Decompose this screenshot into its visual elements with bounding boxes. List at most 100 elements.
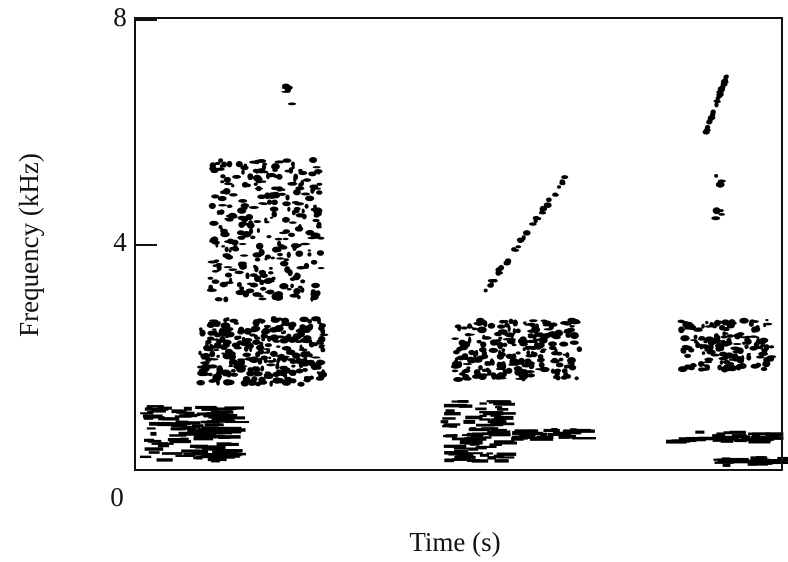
speckle: [156, 458, 173, 462]
speckle: [307, 249, 311, 252]
speckle: [758, 463, 768, 466]
speckle: [290, 242, 300, 249]
speckle: [712, 207, 721, 215]
speckle: [224, 272, 233, 278]
speckle: [217, 426, 228, 430]
speckle: [535, 338, 546, 342]
speckle: [316, 371, 321, 374]
speckle: [480, 373, 489, 377]
speckle: [317, 342, 325, 345]
speckle: [183, 452, 202, 455]
speckle: [256, 177, 263, 182]
speckle: [530, 324, 536, 328]
speckle: [225, 214, 231, 218]
speckle: [735, 364, 742, 371]
speckle: [552, 431, 577, 435]
speckle: [736, 358, 745, 364]
speckle: [227, 416, 245, 420]
speckle: [468, 428, 490, 432]
speckle: [211, 430, 233, 435]
speckle: [194, 445, 217, 449]
speckle: [311, 356, 321, 359]
speckle: [524, 358, 532, 363]
speckle: [312, 166, 321, 169]
speckle: [253, 220, 262, 223]
speckle: [255, 185, 262, 192]
speckle: [270, 186, 280, 191]
speckle: [536, 435, 554, 439]
speckle: [208, 202, 216, 210]
speckle: [538, 211, 547, 215]
speckle: [545, 197, 552, 203]
speckle: [215, 262, 223, 266]
speckle: [515, 377, 523, 380]
speckle: [292, 370, 297, 376]
speckle: [272, 339, 281, 343]
speckle: [258, 294, 264, 298]
speckle: [749, 345, 758, 351]
speckle: [761, 340, 766, 345]
speckle: [576, 346, 583, 353]
speckle: [539, 366, 550, 373]
speckle: [469, 443, 480, 446]
speckle: [716, 432, 726, 437]
speckle: [548, 325, 554, 330]
speckle: [737, 347, 744, 355]
speckle: [490, 372, 497, 378]
speckle: [227, 428, 246, 432]
speckle: [490, 413, 502, 417]
speckle: [708, 115, 716, 119]
speckle: [752, 320, 759, 323]
speckle: [255, 242, 264, 250]
speckle: [487, 283, 494, 288]
speckle: [320, 328, 326, 335]
speckle: [548, 345, 557, 351]
speckle: [744, 344, 749, 350]
speckle: [213, 332, 222, 338]
speckle: [231, 184, 235, 188]
speckle: [490, 278, 498, 283]
speckle: [262, 162, 268, 166]
speckle: [288, 221, 297, 224]
speckle: [201, 426, 219, 431]
speckle: [256, 158, 267, 163]
speckle: [181, 449, 201, 453]
speckle: [712, 434, 721, 438]
speckle: [717, 87, 724, 93]
speckle: [287, 358, 293, 362]
speckle: [241, 169, 245, 175]
y-axis-label: Frequency (kHz): [14, 153, 44, 337]
speckle: [570, 318, 581, 325]
speckle: [720, 335, 728, 339]
speckle: [148, 451, 160, 454]
speckle: [726, 334, 735, 338]
speckle: [714, 461, 734, 464]
speckle: [216, 264, 222, 272]
speckle: [462, 373, 470, 381]
speckle: [295, 250, 304, 257]
speckle: [511, 435, 534, 439]
speckle: [266, 363, 276, 367]
speckle: [736, 332, 745, 336]
speckle: [149, 421, 171, 426]
speckle: [316, 223, 320, 229]
speckle: [721, 319, 730, 326]
speckle: [146, 427, 156, 430]
speckle: [291, 201, 300, 205]
speckle: [284, 169, 292, 173]
speckle: [216, 354, 220, 358]
speckle: [207, 372, 213, 377]
speckle: [302, 335, 312, 342]
speckle: [217, 345, 224, 349]
speckle: [443, 444, 467, 448]
speckle: [553, 375, 558, 379]
speckle: [460, 326, 468, 330]
speckle: [445, 434, 457, 438]
speckle: [210, 410, 234, 414]
speckle: [246, 370, 255, 377]
speckle: [693, 340, 699, 344]
speckle: [263, 372, 274, 379]
speckle: [270, 256, 275, 260]
speckle: [697, 361, 705, 367]
speckle: [228, 364, 234, 368]
